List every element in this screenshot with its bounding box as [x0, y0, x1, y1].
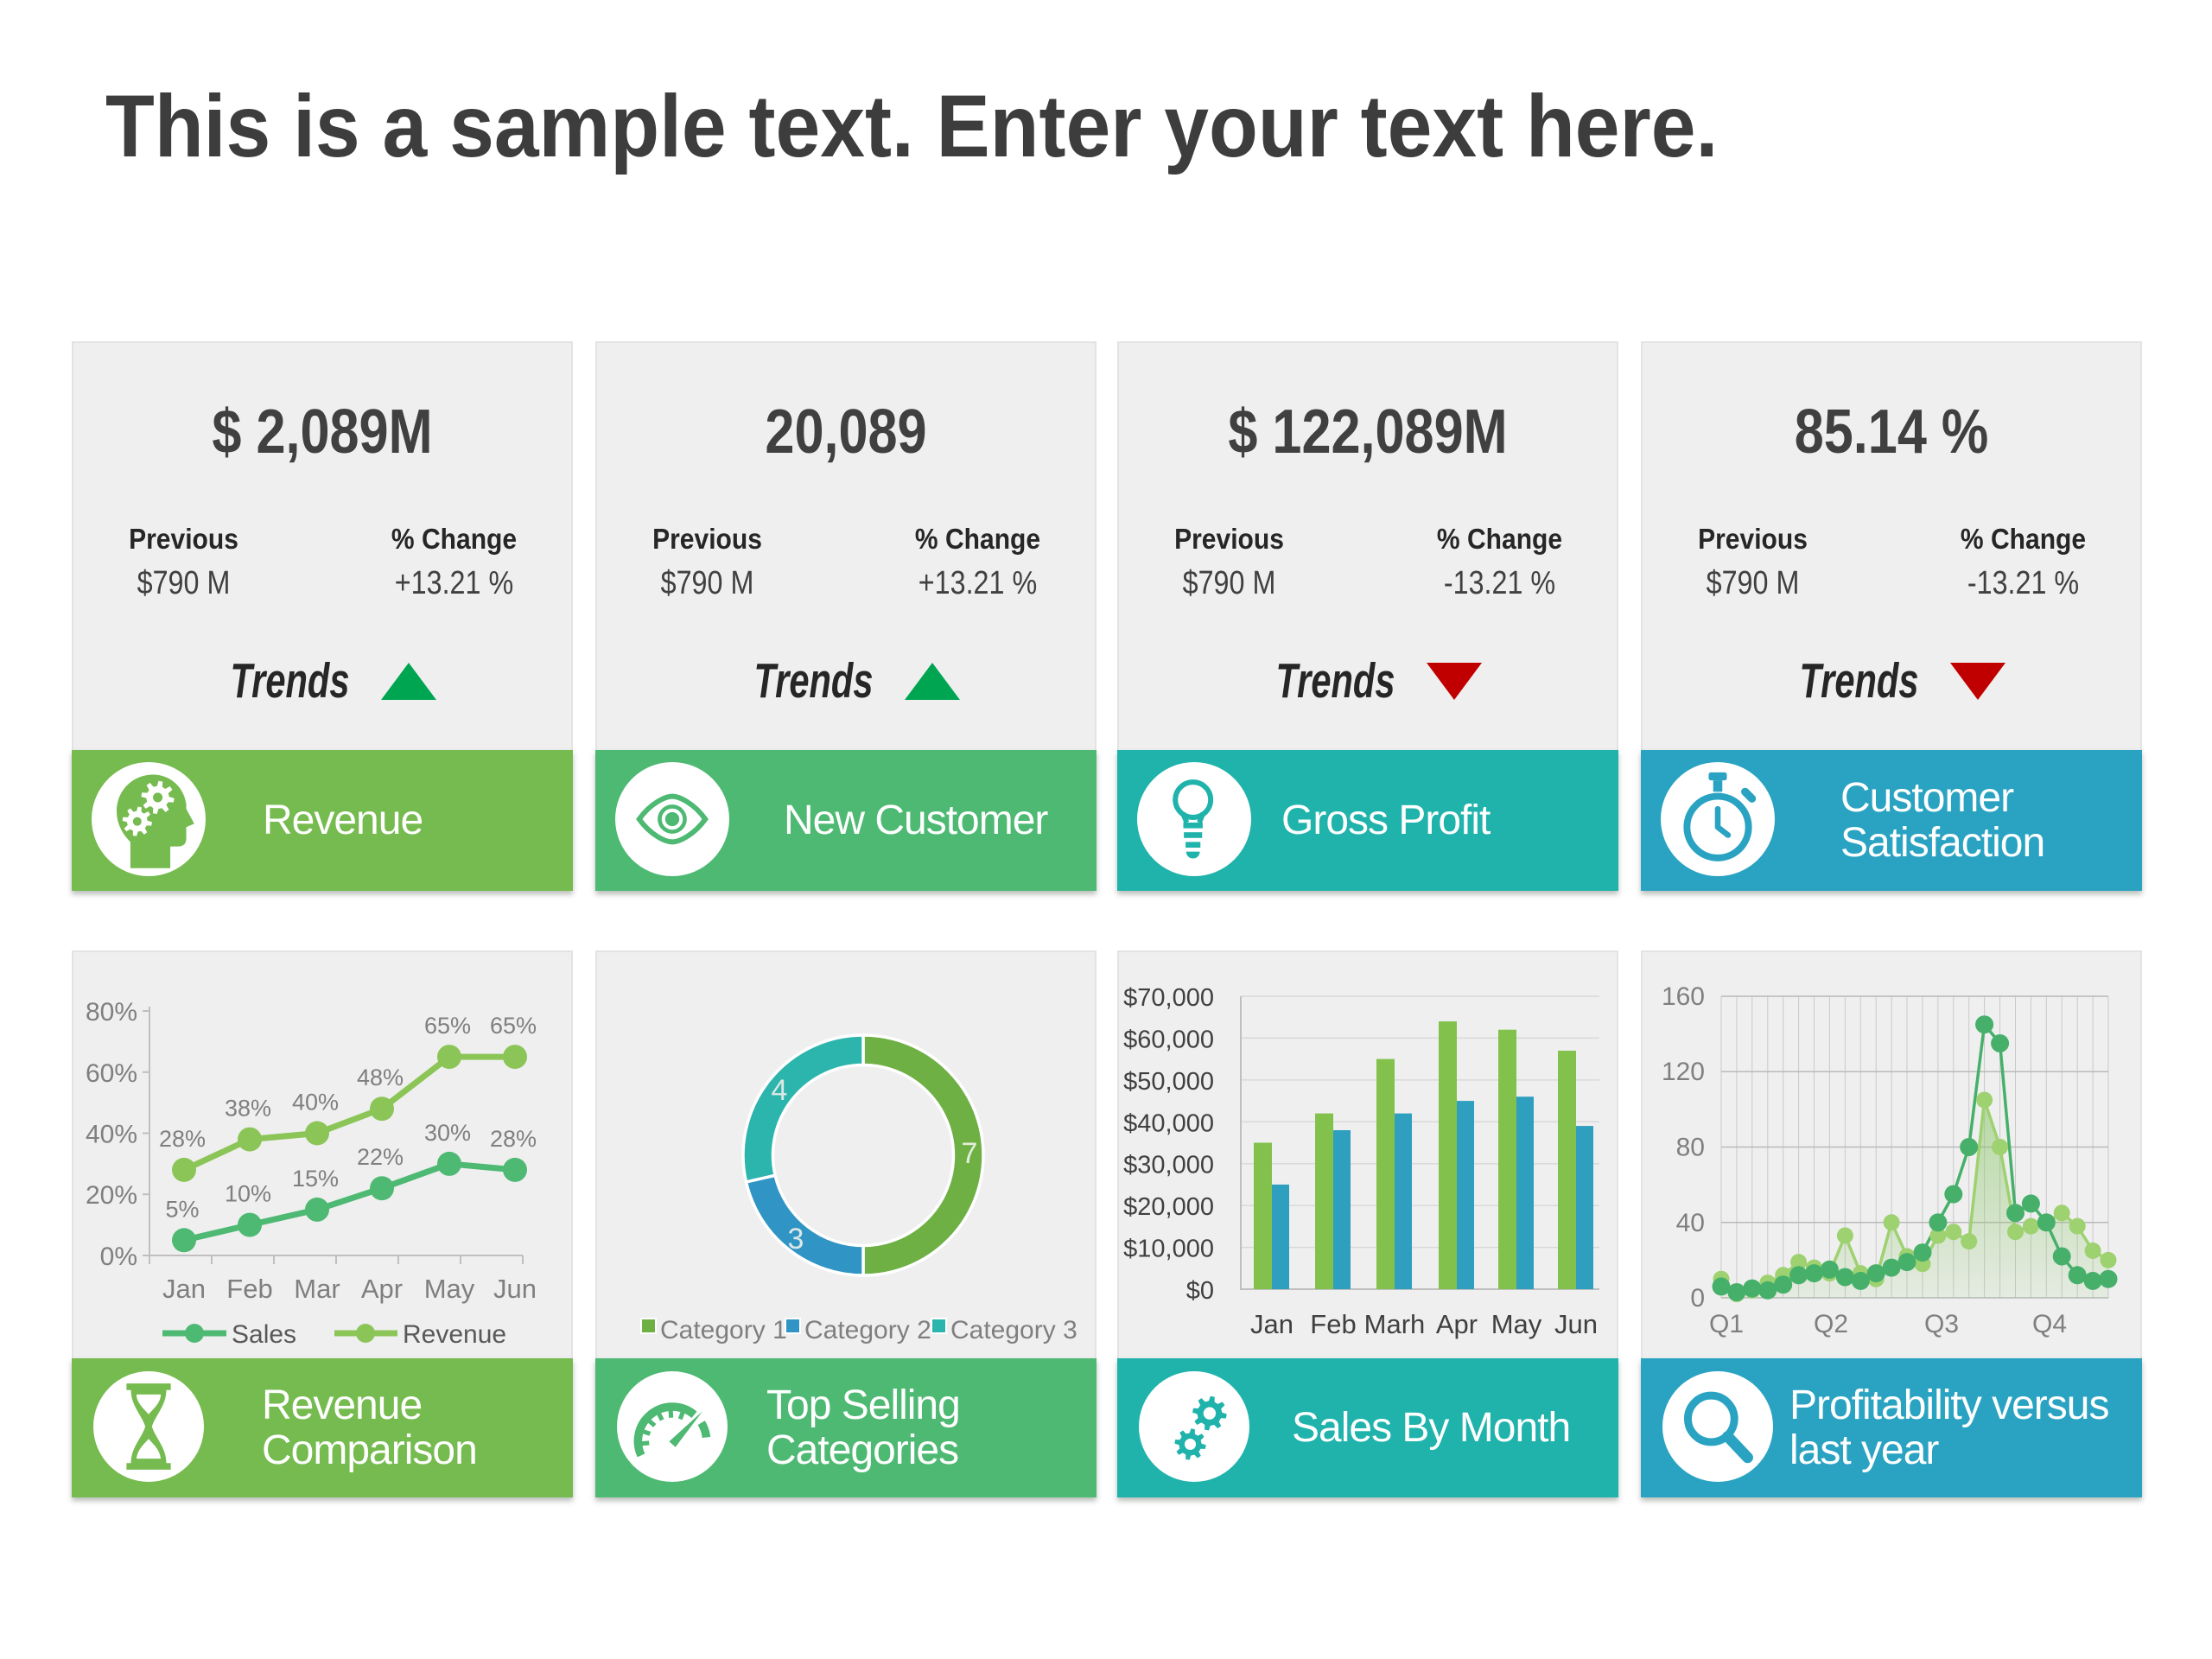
- svg-text:$20,000: $20,000: [1123, 1193, 1214, 1221]
- svg-text:$70,000: $70,000: [1123, 984, 1214, 1012]
- svg-text:28%: 28%: [159, 1126, 206, 1152]
- svg-text:$60,000: $60,000: [1123, 1026, 1214, 1053]
- svg-text:$0: $0: [1186, 1277, 1214, 1305]
- svg-text:$30,000: $30,000: [1123, 1152, 1214, 1179]
- svg-text:Category 2: Category 2: [804, 1316, 931, 1344]
- svg-text:60%: 60%: [86, 1059, 137, 1088]
- svg-text:0: 0: [1690, 1284, 1705, 1313]
- svg-text:80%: 80%: [86, 998, 137, 1027]
- svg-text:Q1: Q1: [1709, 1310, 1744, 1338]
- svg-text:Mar: Mar: [294, 1274, 340, 1304]
- svg-text:20%: 20%: [86, 1181, 137, 1210]
- svg-text:May: May: [424, 1274, 475, 1304]
- svg-text:Jan: Jan: [162, 1274, 206, 1304]
- svg-text:120: 120: [1662, 1058, 1705, 1086]
- svg-text:22%: 22%: [357, 1144, 404, 1170]
- svg-text:30%: 30%: [424, 1120, 471, 1146]
- svg-text:Q4: Q4: [2032, 1310, 2067, 1338]
- svg-text:40%: 40%: [292, 1090, 339, 1116]
- svg-text:40: 40: [1676, 1209, 1705, 1237]
- svg-text:$10,000: $10,000: [1123, 1236, 1214, 1263]
- svg-text:3: 3: [788, 1223, 804, 1255]
- svg-text:15%: 15%: [292, 1166, 339, 1192]
- svg-text:4: 4: [772, 1074, 788, 1107]
- svg-text:Category 1: Category 1: [660, 1316, 787, 1344]
- svg-text:Marh: Marh: [1364, 1309, 1426, 1339]
- svg-text:May: May: [1491, 1309, 1542, 1339]
- svg-text:80: 80: [1676, 1134, 1705, 1162]
- svg-text:5%: 5%: [165, 1196, 199, 1222]
- svg-text:160: 160: [1662, 982, 1705, 1011]
- svg-text:65%: 65%: [490, 1013, 537, 1039]
- svg-text:$50,000: $50,000: [1123, 1068, 1214, 1096]
- svg-text:Sales: Sales: [232, 1320, 296, 1349]
- svg-text:Apr: Apr: [361, 1274, 403, 1304]
- svg-text:40%: 40%: [86, 1121, 137, 1149]
- svg-text:Feb: Feb: [1310, 1309, 1356, 1339]
- svg-text:Apr: Apr: [1436, 1309, 1478, 1339]
- svg-text:Q3: Q3: [1924, 1310, 1959, 1338]
- svg-text:38%: 38%: [225, 1096, 271, 1122]
- svg-text:10%: 10%: [225, 1181, 271, 1207]
- svg-text:Feb: Feb: [226, 1274, 272, 1304]
- svg-text:48%: 48%: [357, 1065, 404, 1090]
- svg-text:Jun: Jun: [1554, 1309, 1598, 1339]
- svg-text:Revenue: Revenue: [403, 1320, 506, 1349]
- svg-text:28%: 28%: [490, 1126, 537, 1152]
- svg-text:Q2: Q2: [1814, 1310, 1848, 1338]
- svg-text:Category 3: Category 3: [950, 1316, 1077, 1344]
- svg-text:$40,000: $40,000: [1123, 1109, 1214, 1137]
- svg-text:Jun: Jun: [493, 1274, 537, 1304]
- svg-text:0%: 0%: [100, 1243, 137, 1271]
- svg-text:Jan: Jan: [1250, 1309, 1294, 1339]
- svg-text:65%: 65%: [424, 1013, 471, 1039]
- svg-text:7: 7: [962, 1137, 978, 1170]
